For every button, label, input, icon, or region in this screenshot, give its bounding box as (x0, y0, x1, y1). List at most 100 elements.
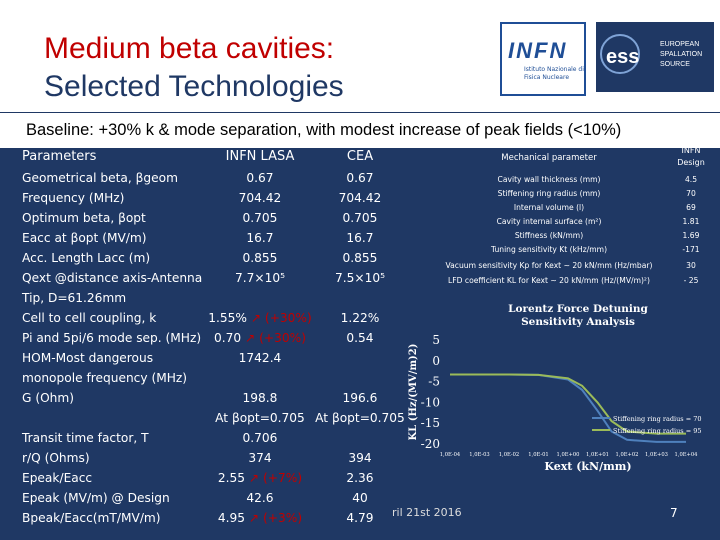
ess-ring-icon (600, 34, 640, 74)
cea-value: 4.79 (346, 511, 374, 525)
lasa-value: 198.8 (242, 391, 278, 405)
lasa-value: 704.42 (238, 191, 282, 205)
baseline-text: Baseline: +30% k & mode separation, with… (26, 121, 622, 139)
cea-value: 0.54 (346, 331, 374, 345)
mech-param-label: Cavity internal surface (m²) (496, 217, 602, 226)
series-line-2 (450, 373, 686, 435)
x-tick-label: 1,0E+01 (586, 452, 609, 458)
increase-arrow-icon: ↗ (241, 331, 256, 345)
lasa-value: 16.7 (246, 231, 274, 245)
mech-param-label: Stiffness (kN/mm) (514, 231, 584, 240)
y-tick-label: -20 (421, 437, 440, 451)
ess-logo: ess EUROPEAN SPALLATION SOURCE (596, 22, 714, 92)
chart-background (406, 296, 712, 506)
y-tick-label: 5 (432, 333, 440, 347)
param-label: Epeak/Eacc (22, 471, 93, 485)
lasa-value: 374 (248, 451, 272, 465)
header-cea: CEA (346, 149, 374, 164)
x-tick-label: 1,0E-01 (528, 452, 549, 458)
x-tick-label: 1,0E+02 (616, 452, 639, 458)
baseline-banner: Baseline: +30% k & mode separation, with… (0, 112, 720, 149)
param-label: G (Ohm) (22, 391, 75, 405)
cea-value: 1.22% (340, 311, 380, 325)
increase-note: (+3%) (259, 511, 303, 525)
ess-logo-sub: EUROPEAN SPALLATION SOURCE (660, 41, 703, 68)
mech-header-design: Design (677, 158, 705, 167)
x-axis-label: Kext (kN/mm) (544, 460, 631, 473)
cea-value: 704.42 (338, 191, 382, 205)
mech-param-label: Internal volume (l) (513, 203, 585, 212)
title-bar: Medium beta cavities: Selected Technolog… (0, 0, 720, 112)
x-tick-label: 1,0E+00 (557, 452, 580, 458)
ess-logo-text: ess (606, 46, 640, 68)
y-tick-label: -15 (421, 416, 440, 430)
param-label: HOM-Most dangerous (22, 351, 154, 365)
cea-value: 0.705 (342, 211, 378, 225)
param-label: Geometrical beta, βgeom (22, 171, 178, 185)
y-axis-label: KL (Hz/(MV/m)2) (408, 344, 419, 441)
mech-header-infn: INFN (681, 146, 701, 155)
increase-note: (+30%) (261, 311, 312, 325)
mech-value: - 25 (683, 276, 699, 285)
chart-title-line-1: Lorentz Force Detuning (508, 303, 648, 315)
mech-header-parameter: Mechanical parameter (501, 153, 597, 163)
lasa-value: 4.95 ↗ (+3%) (217, 511, 303, 525)
mech-value: 1.69 (682, 231, 700, 240)
mech-value: 30 (686, 261, 696, 270)
mech-value: 4.5 (684, 175, 698, 184)
param-label: monopole frequency (MHz) (22, 371, 188, 385)
x-tick-label: 1,0E-04 (440, 452, 461, 458)
param-label: Optimum beta, βopt (22, 211, 146, 225)
y-tick-label: 0 (432, 354, 440, 368)
chart-title-line-2: Sensitivity Analysis (521, 316, 635, 328)
lasa-value: 7.7×10⁵ (235, 271, 285, 285)
param-label: Pi and 5pi/6 mode sep. (MHz) (22, 331, 202, 345)
increase-note: (+30%) (255, 331, 306, 345)
lasa-value: 2.55 ↗ (+7%) (217, 471, 303, 485)
slide-title: Medium beta cavities: Selected Technolog… (44, 30, 344, 106)
cea-value: 2.36 (346, 471, 374, 485)
cea-value: 394 (348, 451, 372, 465)
increase-note: (+7%) (259, 471, 303, 485)
lasa-value: 0.70 ↗ (+30%) (214, 331, 306, 345)
param-label: Frequency (MHz) (22, 191, 125, 205)
mech-param-label: Stiffening ring radius (mm) (497, 189, 601, 198)
param-label: Transit time factor, T (22, 431, 149, 445)
lasa-value: 42.6 (246, 491, 274, 505)
y-tick-label: -5 (428, 375, 440, 389)
mech-param-label: Cavity wall thickness (mm) (497, 175, 601, 184)
x-tick-label: 1,0E+03 (645, 452, 668, 458)
x-tick-label: 1,0E-03 (469, 452, 490, 458)
mech-value: 70 (686, 189, 696, 198)
cea-value: 196.6 (342, 391, 378, 405)
infn-logo-text: INFN (508, 38, 568, 63)
mech-value: 69 (686, 203, 696, 212)
cea-value: 16.7 (346, 231, 374, 245)
title-line-1: Medium beta cavities: (44, 32, 335, 65)
lasa-value: 1742.4 (238, 351, 282, 365)
param-label: Qext @distance axis-Antenna (22, 271, 203, 285)
param-label: Eacc at βopt (MV/m) (22, 231, 147, 245)
x-tick-label: 1,0E-02 (499, 452, 520, 458)
param-label: Tip, D=61.26mm (22, 291, 127, 305)
legend-label: Stiffening ring radius = 70 (613, 415, 701, 423)
legend-label: Stiffening ring radius = 95 (613, 427, 701, 435)
cea-value: 40 (352, 491, 368, 505)
mech-value: -171 (682, 245, 700, 254)
infn-logo: INFN Istituto Nazionale di Fisica Nuclea… (500, 22, 586, 96)
x-tick-label: 1,0E+04 (675, 452, 699, 458)
y-tick-label: -10 (421, 395, 440, 409)
cea-value: 0.855 (342, 251, 378, 265)
param-label: r/Q (Ohms) (22, 451, 90, 465)
lasa-value: 0.855 (242, 251, 278, 265)
increase-arrow-icon: ↗ (245, 511, 260, 525)
lasa-value: 0.705 (242, 211, 278, 225)
increase-arrow-icon: ↗ (246, 311, 262, 325)
title-line-2: Selected Technologies (44, 70, 344, 103)
lasa-value: At βopt=0.705 (215, 411, 305, 425)
page-number: 7 (670, 506, 678, 520)
cea-value: 7.5×10⁵ (335, 271, 385, 285)
mech-param-label: LFD coefficient KL for Kext ~ 20 kN/mm (… (448, 276, 650, 285)
infn-logo-sub: Istituto Nazionale di Fisica Nucleare (524, 66, 584, 81)
